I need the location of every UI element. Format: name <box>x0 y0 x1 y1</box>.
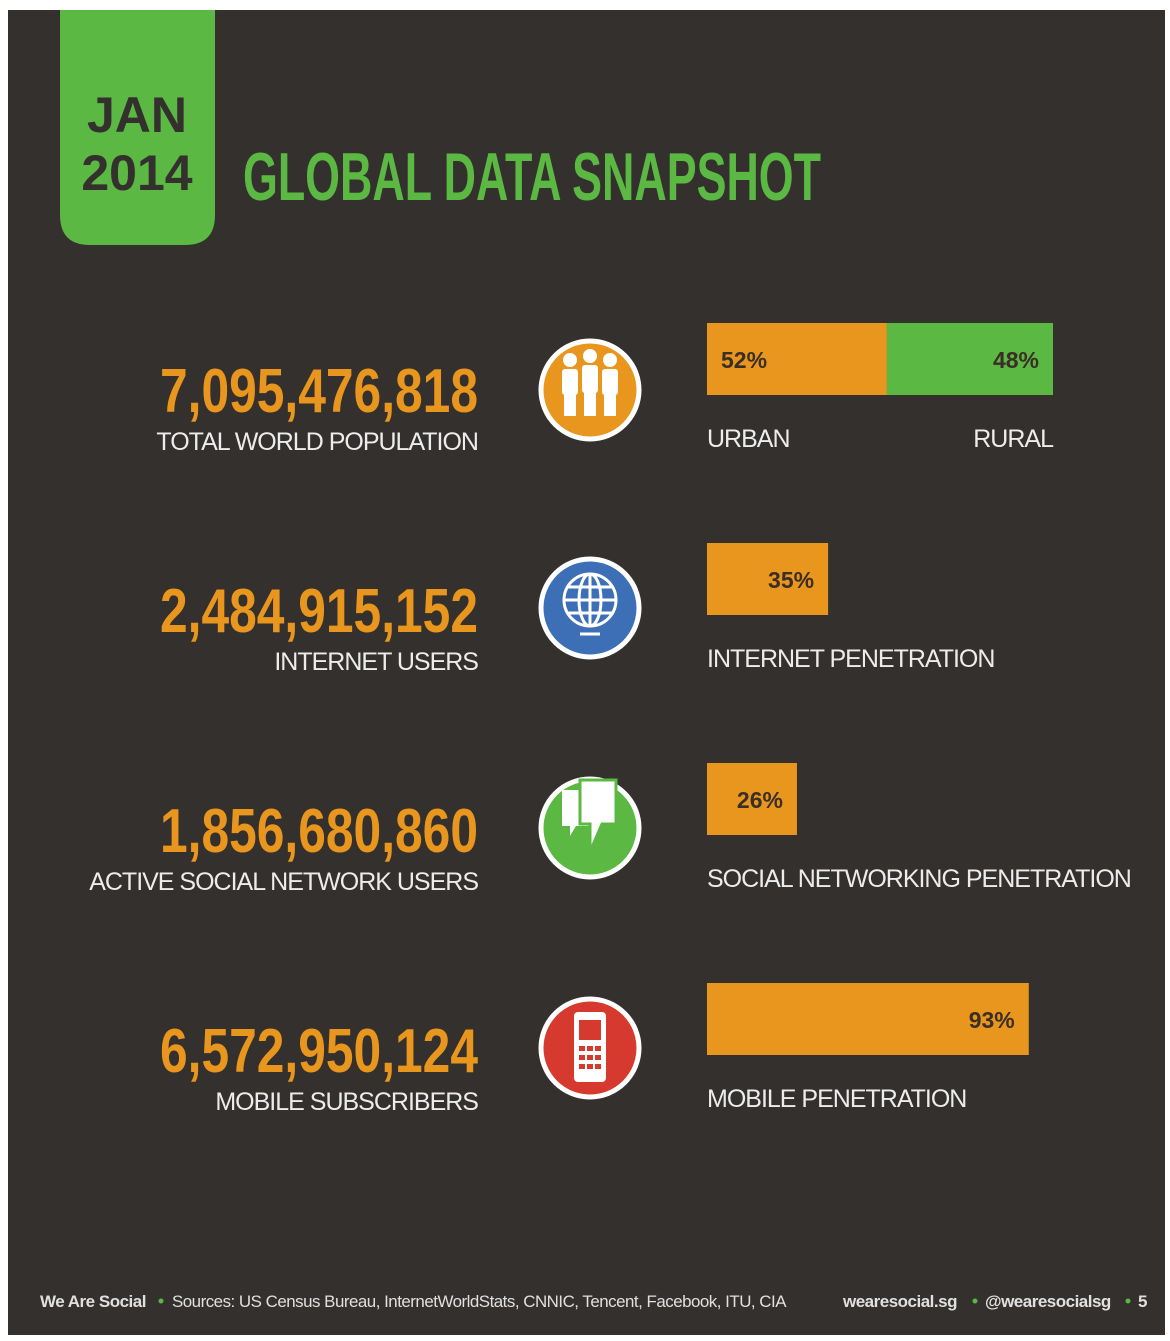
footer-dot <box>158 1298 164 1304</box>
badge-year: 2014 <box>81 145 192 201</box>
bar-value-label: 26% <box>737 787 783 813</box>
mobile-icon <box>538 996 642 1100</box>
stat-value: 6,572,950,124 <box>160 1017 478 1086</box>
footer-dot <box>972 1298 978 1304</box>
footer-handle: @wearesocialsg <box>985 1292 1111 1311</box>
bar-name: URBAN <box>707 425 790 453</box>
stat-label: INTERNET USERS <box>274 648 478 676</box>
stat-label: ACTIVE SOCIAL NETWORK USERS <box>89 868 478 896</box>
footer-site: wearesocial.sg <box>842 1292 957 1311</box>
percent-bar <box>707 543 829 615</box>
footer-brand: We Are Social <box>40 1292 146 1311</box>
stat-value: 2,484,915,152 <box>160 577 478 646</box>
social-icon <box>538 776 642 880</box>
bar-value-label: 35% <box>768 567 814 593</box>
bar-value-label: 93% <box>969 1007 1015 1033</box>
percent-bar <box>707 323 887 395</box>
footer-dot <box>1125 1298 1131 1304</box>
bar-value-label: 52% <box>721 347 767 373</box>
stat-label: TOTAL WORLD POPULATION <box>156 428 478 456</box>
percent-bar <box>707 983 1029 1055</box>
stat-value: 7,095,476,818 <box>160 357 478 426</box>
date-badge <box>60 10 215 245</box>
bar-name: SOCIAL NETWORKING PENETRATION <box>707 865 1131 893</box>
percent-bar <box>886 323 1053 395</box>
footer-page: 5 <box>1138 1292 1147 1311</box>
footer-sources: Sources: US Census Bureau, InternetWorld… <box>172 1292 787 1311</box>
bar-name: RURAL <box>973 425 1054 453</box>
bar-value-label: 48% <box>993 347 1039 373</box>
internet-icon <box>538 556 642 660</box>
badge-month: JAN <box>87 87 187 143</box>
bar-name: INTERNET PENETRATION <box>707 645 994 673</box>
percent-bar <box>707 763 797 835</box>
bar-name: MOBILE PENETRATION <box>707 1085 966 1113</box>
stat-value: 1,856,680,860 <box>160 797 478 866</box>
stat-label: MOBILE SUBSCRIBERS <box>215 1088 478 1116</box>
population-icon <box>538 338 642 442</box>
title: GLOBAL DATA SNAPSHOT <box>243 139 821 215</box>
